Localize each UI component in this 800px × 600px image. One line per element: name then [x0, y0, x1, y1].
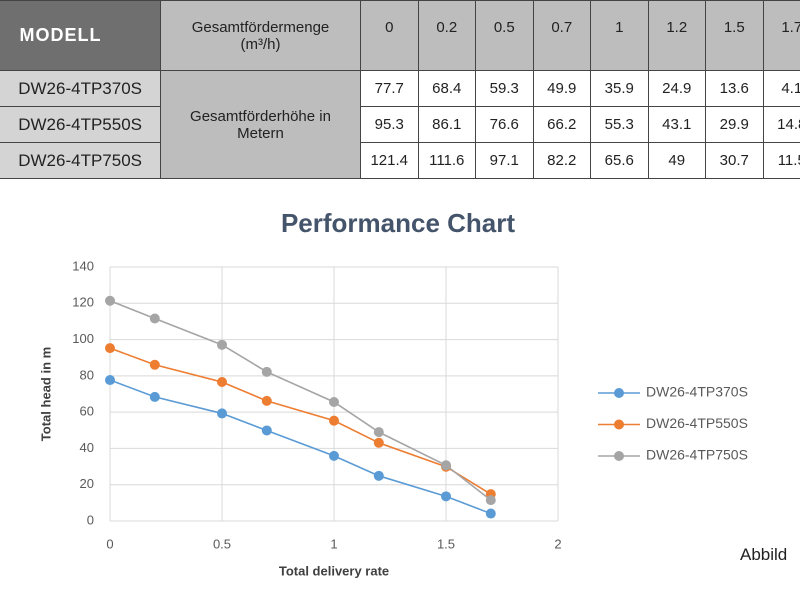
flow-header: 0.5 — [475, 0, 534, 71]
data-point — [217, 377, 227, 388]
y-tick-label: 80 — [80, 367, 94, 382]
row-label: Gesamtförderhöhe in Metern — [160, 70, 361, 179]
head-value: 86.1 — [417, 106, 476, 143]
head-value: 97.1 — [475, 142, 534, 179]
legend-marker — [614, 451, 624, 461]
data-point — [329, 396, 339, 407]
legend-marker — [614, 388, 624, 398]
head-value: 95.3 — [360, 106, 419, 143]
data-point — [329, 415, 339, 426]
data-table: MODELL Gesamtfördermenge (m³/h) 0 0.2 0.5 0.7… — [0, 0, 800, 179]
head-value: 121.4 — [360, 142, 419, 179]
series-line — [109, 347, 492, 495]
y-tick-label: 100 — [72, 331, 94, 346]
flow-header: 0.7 — [532, 0, 591, 71]
flow-header: 1.2 — [647, 0, 706, 71]
data-point — [261, 395, 272, 406]
y-tick-label: 0 — [87, 512, 94, 527]
y-tick-label: 20 — [80, 476, 94, 491]
y-tick-label: 60 — [80, 404, 94, 419]
flow-header: 1 — [590, 0, 649, 71]
chart-title: Performance Chart — [281, 208, 515, 238]
x-tick-label: 0.5 — [213, 536, 231, 551]
head-value: 82.2 — [532, 142, 591, 179]
data-point — [485, 508, 496, 519]
data-point — [261, 366, 272, 377]
flow-header: 1.7 — [762, 0, 800, 71]
data-point — [329, 450, 339, 461]
data-point — [217, 339, 227, 350]
head-value: 35.9 — [590, 70, 649, 107]
head-value: 77.7 — [360, 70, 419, 107]
x-axis-title: Total delivery rate — [279, 563, 389, 578]
data-point — [261, 425, 272, 436]
data-point — [105, 375, 115, 386]
caption: Abbild — [740, 545, 788, 564]
x-tick-label: 0 — [106, 536, 113, 551]
legend-label: DW26-4TP370S — [646, 384, 748, 400]
data-point — [373, 470, 384, 481]
data-point — [485, 495, 496, 506]
head-value: 13.6 — [705, 70, 764, 107]
head-value: 24.9 — [647, 70, 706, 107]
y-axis-title: Total head in m — [38, 347, 53, 441]
data-point — [105, 343, 115, 354]
series-line — [109, 300, 492, 501]
model-name: DW26-4TP370S — [0, 70, 161, 107]
data-point — [441, 460, 451, 471]
head-value: 43.1 — [647, 106, 706, 143]
head-value: 49 — [647, 142, 706, 179]
head-value: 76.6 — [475, 106, 534, 143]
data-point — [217, 408, 227, 419]
legend-label: DW26-4TP550S — [646, 415, 748, 431]
y-tick-label: 140 — [72, 258, 94, 273]
data-point — [373, 437, 384, 448]
head-value: 11.5 — [762, 142, 800, 179]
head-value: 65.6 — [590, 142, 649, 179]
head-value: 55.3 — [590, 106, 649, 143]
model-name: DW26-4TP750S — [0, 142, 161, 179]
data-point — [373, 427, 384, 438]
header-cell: MODELL — [0, 0, 161, 71]
head-value: 30.7 — [705, 142, 764, 179]
head-value: 68.4 — [417, 70, 476, 107]
y-tick-label: 40 — [80, 440, 94, 455]
data-point — [149, 313, 160, 324]
data-point — [149, 391, 160, 402]
series-line — [109, 379, 492, 515]
head-value: 14.8 — [762, 106, 800, 143]
data-point — [441, 491, 451, 502]
y-tick-label: 120 — [72, 295, 94, 310]
x-tick-label: 2 — [554, 536, 561, 551]
head-value: 66.2 — [532, 106, 591, 143]
model-name: DW26-4TP550S — [0, 106, 161, 143]
x-tick-label: 1 — [330, 536, 337, 551]
data-point — [105, 295, 115, 306]
data-point — [149, 359, 160, 370]
x-tick-label: 1.5 — [437, 536, 455, 551]
legend-marker — [614, 419, 624, 430]
legend-label: DW26-4TP750S — [646, 447, 748, 463]
